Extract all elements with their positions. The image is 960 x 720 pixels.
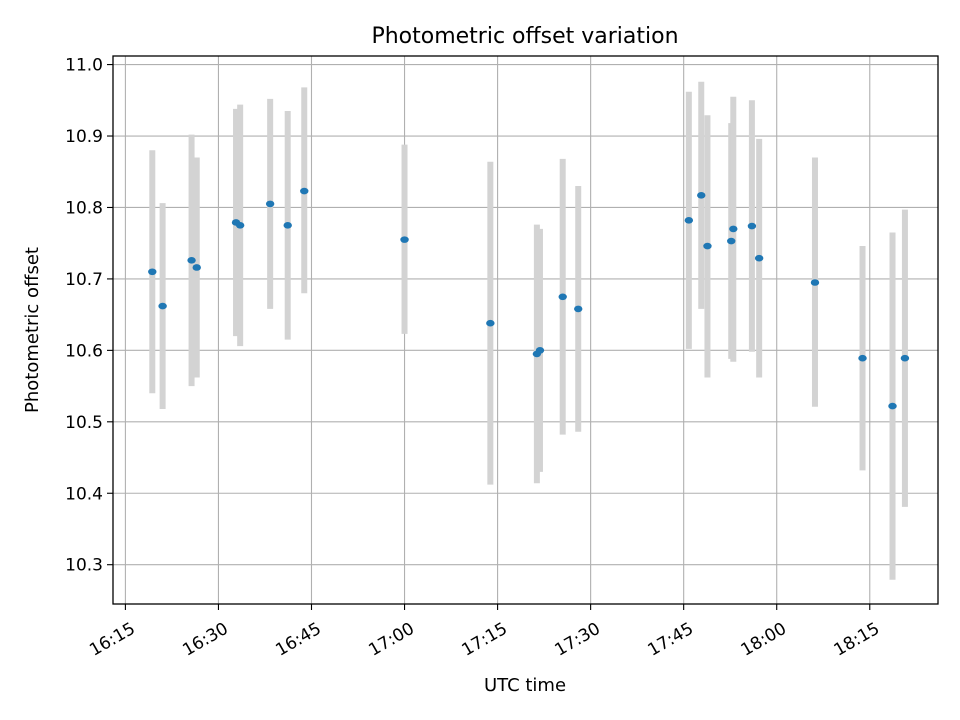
data-point xyxy=(574,305,583,313)
chart-title: Photometric offset variation xyxy=(371,24,678,49)
data-point xyxy=(888,402,897,410)
y-tick-label: 10.5 xyxy=(65,413,103,433)
data-point xyxy=(187,257,196,264)
y-tick-label: 11.0 xyxy=(65,56,103,76)
y-axis-label: Photometric offset xyxy=(22,247,43,413)
data-point xyxy=(900,354,910,362)
data-point xyxy=(486,319,495,327)
data-point xyxy=(810,279,820,286)
plot-frame xyxy=(112,55,939,605)
data-point xyxy=(265,200,275,208)
y-tick-label: 10.4 xyxy=(65,484,103,504)
data-point xyxy=(754,254,764,262)
data-point xyxy=(148,268,157,276)
y-tick-label: 10.8 xyxy=(65,198,103,218)
data-point xyxy=(192,264,201,271)
data-point xyxy=(684,217,694,224)
data-point xyxy=(558,293,567,301)
point-layer xyxy=(148,187,910,410)
y-axis: 10.3 10.4 10.5 10.6 10.7 10.8 10.9 11.0 xyxy=(65,56,113,576)
data-point xyxy=(729,225,738,233)
data-point xyxy=(858,354,867,362)
data-point xyxy=(283,222,292,229)
data-point xyxy=(235,222,245,229)
y-tick-label: 10.6 xyxy=(65,341,103,361)
data-point xyxy=(697,192,706,199)
data-point xyxy=(703,242,712,250)
y-tick-label: 10.9 xyxy=(65,127,103,147)
data-point xyxy=(300,187,309,195)
data-point xyxy=(727,237,736,245)
x-axis-label: UTC time xyxy=(484,675,566,696)
data-point xyxy=(535,347,545,354)
data-point xyxy=(747,222,757,230)
y-tick-label: 10.3 xyxy=(65,556,103,576)
data-point xyxy=(158,302,167,310)
grid-layer xyxy=(113,56,938,604)
data-point xyxy=(400,236,409,243)
y-tick-label: 10.7 xyxy=(65,270,103,290)
